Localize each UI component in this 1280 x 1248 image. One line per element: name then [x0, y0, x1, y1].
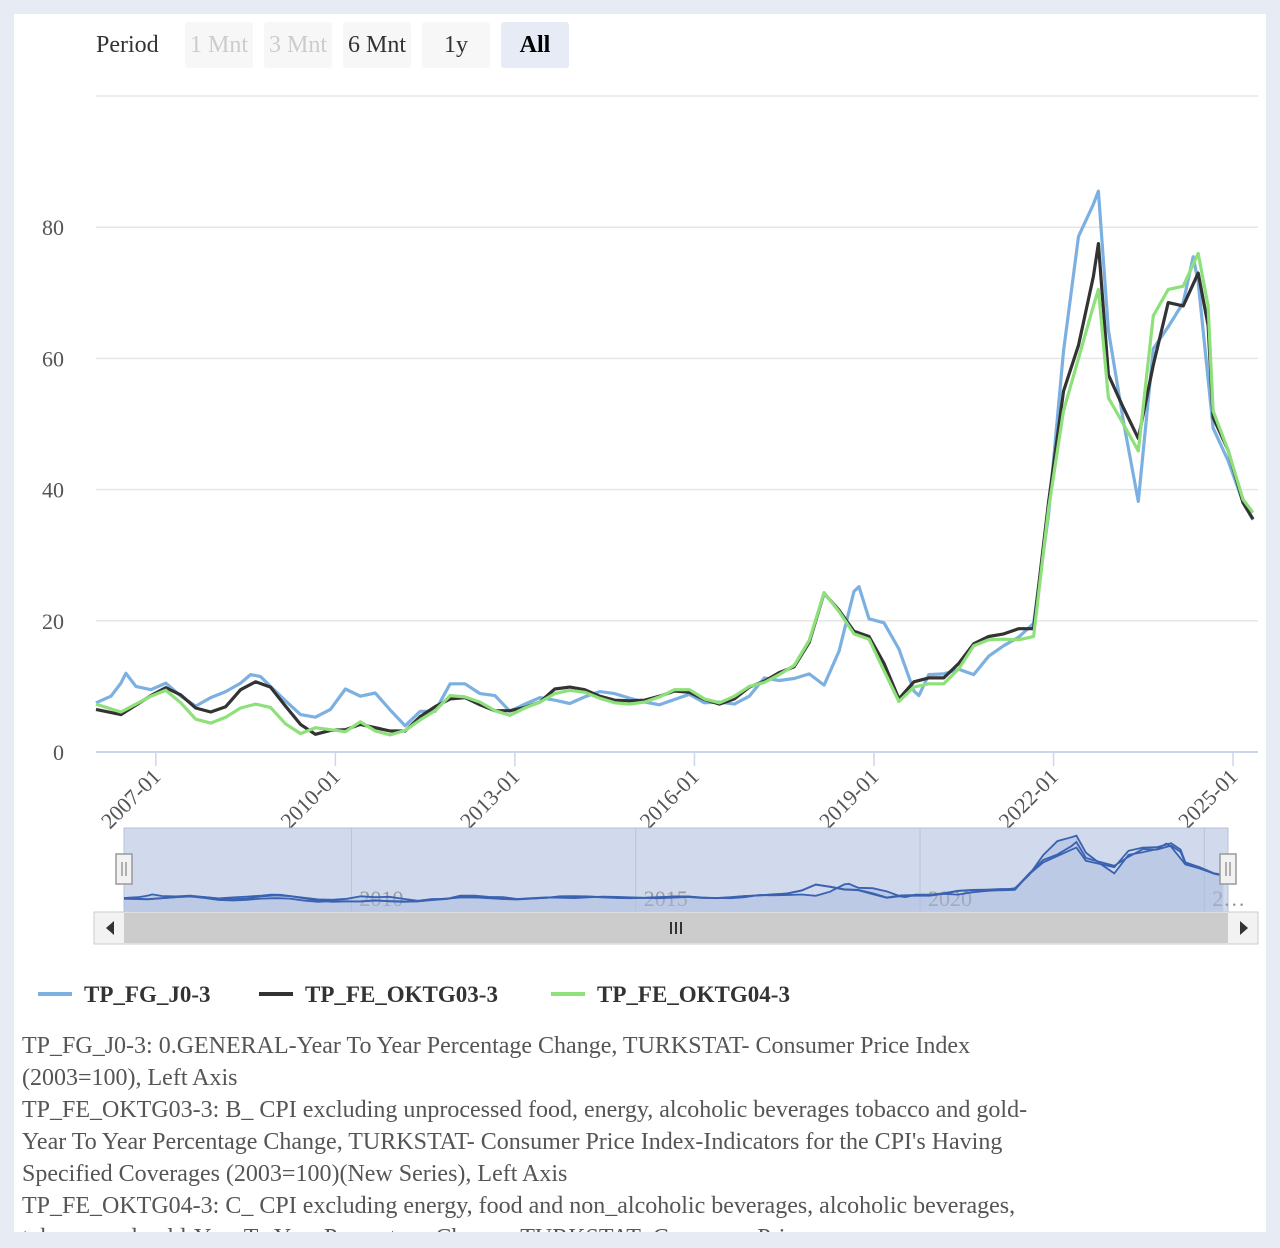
y-tick-label: 60	[42, 346, 64, 371]
x-tick-label: 2007-01	[96, 764, 166, 834]
navigator-series	[123, 834, 1224, 912]
series-note: TP_FG_J0-3: 0.GENERAL-Year To Year Perce…	[22, 1033, 971, 1091]
x-tick-label: 2013-01	[455, 764, 525, 834]
handle-grip-icon	[1219, 853, 1237, 885]
range-button-all[interactable]: All	[501, 22, 569, 68]
y-tick-label: 20	[42, 609, 64, 634]
range-button-label: 1 Mnt	[190, 32, 248, 58]
navigator-left-handle[interactable]	[115, 853, 133, 885]
x-axis-ticks: 2007-01 2010-01 2013-01 2016-01 2019-01 2022-…	[96, 752, 1243, 833]
series-line-tp_fe_oktg04-3[interactable]	[95, 251, 1255, 737]
scroll-right-arrow-icon[interactable]	[1240, 921, 1248, 935]
range-selector: Period 1 Mnt 3 Mnt 6 Mnt 1y All	[96, 22, 569, 68]
x-tick-label: 2010-01	[275, 764, 345, 834]
series-note: TP_FE_OKTG04-3: C_ CPI excluding energy,…	[22, 1193, 1016, 1232]
navigator-line	[123, 842, 1224, 903]
legend-item-tp_fe_oktg03-3[interactable]: TP_FE_OKTG03-3	[259, 982, 498, 1007]
x-tick-label: 2025-01	[1173, 764, 1243, 834]
x-tick-label: 2022-01	[994, 764, 1064, 834]
y-axis-ticks: 0 20 40 60 80	[42, 215, 64, 765]
y-tick-label: 0	[53, 740, 64, 765]
range-button-3-mnt[interactable]: 3 Mnt	[264, 22, 332, 68]
navigator-right-handle[interactable]	[1219, 853, 1237, 885]
legend-item-tp_fg_j0-3[interactable]: TP_FG_J0-3	[38, 982, 211, 1007]
range-button-1y[interactable]: 1y	[422, 22, 490, 68]
chart-svg: Period 1 Mnt 3 Mnt 6 Mnt 1y All 0 20 40 60 80 20…	[38, 22, 1259, 1007]
y-tick-label: 40	[42, 478, 64, 503]
legend-label: TP_FE_OKTG03-3	[305, 982, 498, 1007]
series-note: TP_FE_OKTG03-3: B_ CPI excluding unproce…	[22, 1097, 1028, 1187]
legend-label: TP_FE_OKTG04-3	[597, 982, 790, 1007]
range-button-label: 1y	[444, 32, 468, 58]
range-button-label: All	[520, 32, 551, 58]
scrollbar-grip-icon	[670, 922, 682, 934]
range-button-1-mnt[interactable]: 1 Mnt	[185, 22, 253, 68]
legend: TP_FG_J0-3 TP_FE_OKTG03-3 TP_FE_OKTG04-3	[38, 982, 790, 1007]
gridlines	[96, 95, 1258, 622]
y-tick-label: 80	[42, 215, 64, 240]
navigator-area	[124, 835, 1224, 912]
chart-panel: Period 1 Mnt 3 Mnt 6 Mnt 1y All 0 20 40 60 80 20…	[14, 14, 1266, 1232]
series-lines	[95, 189, 1255, 737]
legend-label: TP_FG_J0-3	[84, 982, 211, 1007]
x-tick-label: 2016-01	[634, 764, 704, 834]
range-button-label: 6 Mnt	[348, 32, 406, 58]
navigator[interactable]: 2010201520202…	[115, 827, 1245, 913]
period-label: Period	[96, 32, 159, 58]
range-button-label: 3 Mnt	[269, 32, 327, 58]
scrollbar[interactable]	[93, 911, 1259, 945]
range-button-6-mnt[interactable]: 6 Mnt	[343, 22, 411, 68]
legend-item-tp_fe_oktg04-3[interactable]: TP_FE_OKTG04-3	[551, 982, 790, 1007]
x-tick-label: 2019-01	[814, 764, 884, 834]
series-line-tp_fg_j0-3[interactable]	[95, 189, 1255, 728]
series-notes: TP_FG_J0-3: 0.GENERAL-Year To Year Perce…	[22, 1030, 1062, 1232]
scroll-left-arrow-icon[interactable]	[106, 921, 114, 935]
handle-grip-icon	[115, 853, 133, 885]
